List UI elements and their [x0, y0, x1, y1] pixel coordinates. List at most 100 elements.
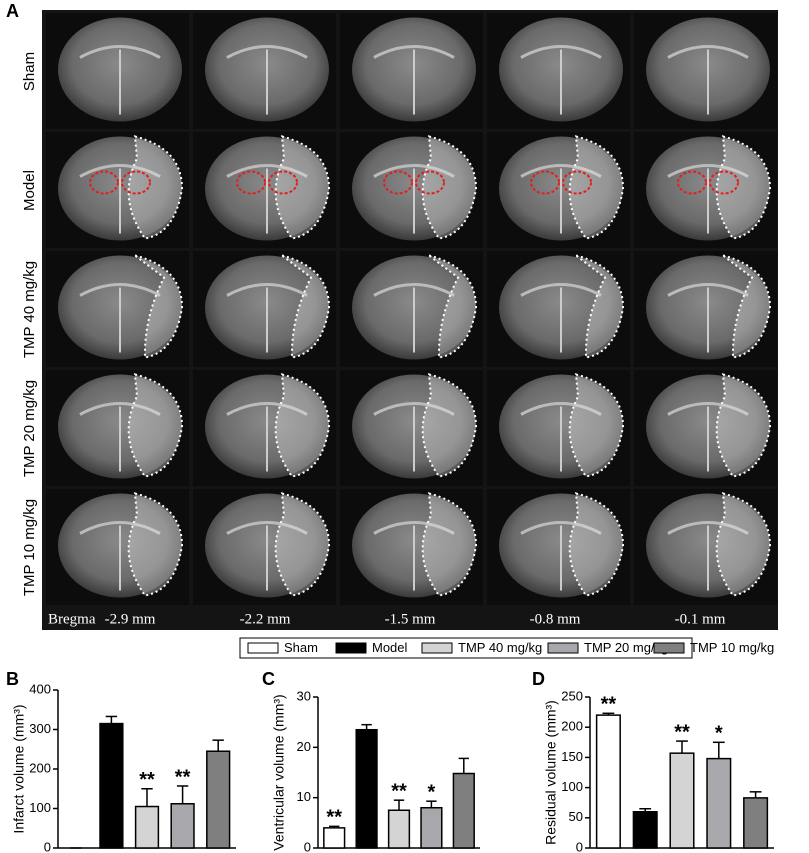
- brain-structure: [520, 164, 602, 178]
- lesion-outline: [421, 492, 478, 597]
- bregma-position: -0.8 mm: [530, 611, 581, 627]
- mri-grid: [46, 13, 777, 605]
- y-tick-label: 400: [29, 681, 51, 696]
- lesion-outline: [568, 135, 625, 240]
- lesion-outline: [715, 492, 772, 597]
- brain-structure: [226, 45, 308, 59]
- legend-label: Model: [372, 640, 408, 655]
- y-tick-label: 30: [297, 688, 311, 703]
- ventricle-outline: [677, 170, 707, 195]
- lesion-outline: [274, 492, 331, 597]
- row-label: TMP 20 mg/kg: [21, 380, 38, 477]
- row-label: TMP 40 mg/kg: [21, 261, 38, 358]
- bar: [706, 757, 732, 849]
- legend-swatch: [247, 642, 279, 654]
- lesion-outline: [127, 373, 184, 478]
- y-axis-label: Infarct volume (mm³): [11, 704, 27, 833]
- lesion-outline: [134, 254, 184, 359]
- brain-structure: [79, 164, 161, 178]
- brain-structure: [667, 283, 749, 297]
- brain-structure: [667, 521, 749, 535]
- lesion-outline: [428, 254, 478, 359]
- brain-structure: [79, 521, 161, 535]
- bar: [323, 827, 346, 849]
- y-tick-label: 100: [561, 779, 583, 794]
- y-tick-label: 0: [576, 839, 583, 853]
- brain-structure: [520, 402, 602, 416]
- lesion-outline: [715, 373, 772, 478]
- bar: [170, 803, 195, 849]
- significance: **: [175, 766, 191, 788]
- significance: **: [601, 694, 617, 716]
- brain-structure: [79, 45, 161, 59]
- row-label: Sham: [21, 52, 38, 91]
- ventricle-outline: [415, 170, 445, 195]
- y-tick-label: 10: [297, 789, 311, 804]
- bar: [206, 750, 231, 849]
- ventricle-outline: [268, 170, 298, 195]
- bar: [632, 811, 658, 849]
- brain-structure: [373, 402, 455, 416]
- brain-structure: [79, 402, 161, 416]
- bregma-position: -0.1 mm: [675, 611, 726, 627]
- ventricle-outline: [562, 170, 592, 195]
- brain-structure: [226, 521, 308, 535]
- brain-structure: [226, 402, 308, 416]
- bregma-position: -2.9 mm: [105, 611, 156, 627]
- bar: [134, 805, 160, 849]
- y-tick-label: 50: [569, 809, 583, 824]
- panel-label: C: [262, 669, 275, 689]
- brain-structure: [520, 283, 602, 297]
- y-tick-label: 150: [561, 749, 583, 764]
- bar: [669, 752, 695, 849]
- ventricle-outline: [89, 170, 119, 195]
- panel-label: D: [532, 669, 545, 689]
- bregma-position: -1.5 mm: [385, 611, 436, 627]
- brain-structure: [373, 283, 455, 297]
- ventricle-outline: [530, 170, 560, 195]
- bregma-position: -2.2 mm: [240, 611, 291, 627]
- y-tick-label: 200: [561, 719, 583, 734]
- y-tick-label: 100: [29, 800, 51, 815]
- legend-swatch: [547, 642, 579, 654]
- y-tick-label: 200: [29, 760, 51, 775]
- bar: [387, 809, 411, 849]
- brain-structure: [79, 283, 161, 297]
- brain-structure: [373, 164, 455, 178]
- y-tick-label: 250: [561, 688, 583, 703]
- significance: *: [715, 723, 723, 745]
- brain-structure: [667, 45, 749, 59]
- row-label: TMP 10 mg/kg: [21, 499, 38, 596]
- ventricle-outline: [121, 170, 151, 195]
- legend-label: Sham: [284, 640, 318, 655]
- y-tick-label: 0: [304, 839, 311, 853]
- significance: **: [326, 807, 342, 829]
- significance: **: [674, 721, 690, 743]
- legend-swatch: [335, 642, 367, 654]
- panel-label: B: [6, 669, 19, 689]
- significance: *: [428, 781, 436, 803]
- ventricle-outline: [236, 170, 266, 195]
- lesion-outline: [281, 254, 331, 359]
- bar: [452, 772, 475, 849]
- legend-label: TMP 10 mg/kg: [690, 640, 774, 655]
- lesion-outline: [715, 135, 772, 240]
- lesion-outline: [575, 254, 625, 359]
- significance: **: [139, 769, 155, 791]
- bar: [355, 728, 378, 849]
- legend-label: TMP 20 mg/kg: [584, 640, 668, 655]
- brain-structure: [520, 521, 602, 535]
- lesion-outline: [274, 135, 331, 240]
- brain-structure: [520, 45, 602, 59]
- bar: [99, 722, 124, 849]
- brain-structure: [373, 45, 455, 59]
- lesion-outline: [722, 254, 772, 359]
- ventricle-outline: [709, 170, 739, 195]
- bar: [743, 797, 769, 849]
- lesion-outline: [421, 135, 478, 240]
- significance: **: [391, 780, 407, 802]
- brain-structure: [667, 164, 749, 178]
- lesion-outline: [127, 492, 184, 597]
- ventricle-outline: [383, 170, 413, 195]
- lesion-outline: [127, 135, 184, 240]
